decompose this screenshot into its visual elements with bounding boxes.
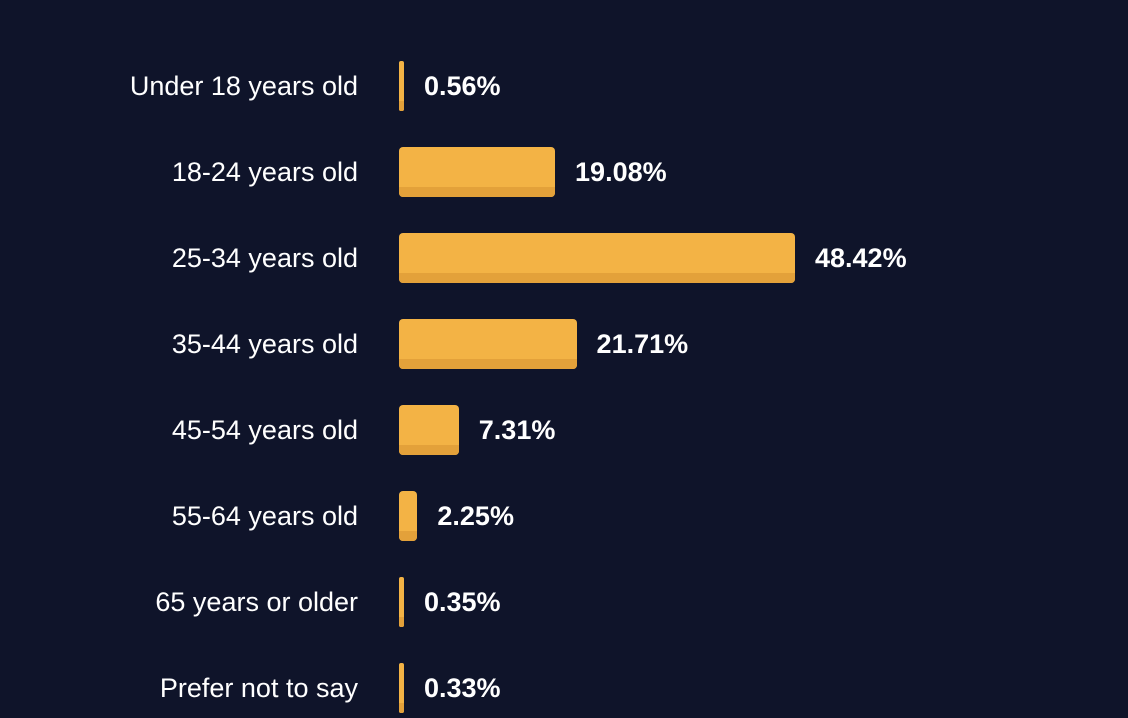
- bar-shadow: [399, 359, 577, 369]
- category-label: 45-54 years old: [171, 415, 358, 445]
- bar-shadow: [399, 531, 418, 541]
- bar: [399, 147, 556, 197]
- value-label: 2.25%: [437, 501, 514, 531]
- value-label: 48.42%: [815, 243, 907, 273]
- value-label: 0.33%: [424, 673, 501, 703]
- bar-shadow: [399, 187, 556, 197]
- value-label: 7.31%: [478, 415, 556, 445]
- bar: [399, 663, 404, 713]
- category-label: 18-24 years old: [171, 157, 358, 187]
- category-label: 55-64 years old: [171, 501, 358, 531]
- category-label: Under 18 years old: [129, 71, 358, 101]
- category-label: 65 years or older: [155, 587, 358, 617]
- bar: [399, 233, 795, 283]
- bar-shadow: [399, 101, 404, 111]
- value-label: 21.71%: [596, 329, 689, 359]
- category-label: Prefer not to say: [159, 673, 358, 703]
- bar: [399, 491, 418, 541]
- bar: [399, 405, 459, 455]
- bar: [399, 577, 404, 627]
- value-label: 0.56%: [424, 71, 501, 101]
- value-label: 0.35%: [424, 587, 501, 617]
- category-label: 35-44 years old: [171, 329, 358, 359]
- bar-shadow: [399, 445, 459, 455]
- bar: [399, 319, 577, 369]
- bar-shadow: [399, 703, 404, 713]
- bar: [399, 61, 404, 111]
- category-label: 25-34 years old: [171, 243, 358, 273]
- bar-shadow: [399, 617, 404, 627]
- value-label: 19.08%: [575, 157, 667, 187]
- bar-shadow: [399, 273, 795, 283]
